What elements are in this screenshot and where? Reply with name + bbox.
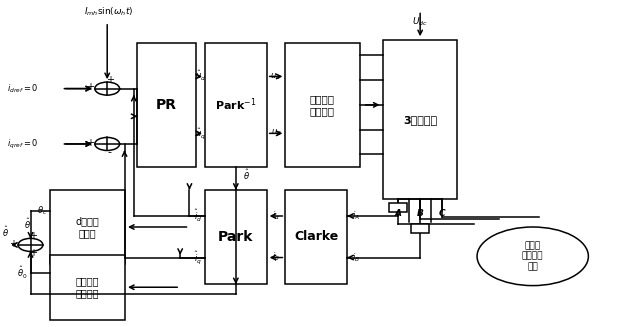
Text: 空间矢量
脉宽调制: 空间矢量 脉宽调制 xyxy=(310,94,335,116)
Text: +: + xyxy=(86,138,94,148)
Text: 表贴式
永磁同步
电机: 表贴式 永磁同步 电机 xyxy=(522,241,544,271)
Text: +: + xyxy=(105,75,113,85)
Text: Clarke: Clarke xyxy=(294,230,339,243)
Text: A: A xyxy=(394,210,401,218)
Bar xyxy=(50,255,125,320)
Bar xyxy=(50,190,125,265)
Text: $\hat{i}_q$: $\hat{i}_q$ xyxy=(194,249,202,266)
Text: +: + xyxy=(9,239,17,249)
Text: $\hat{\theta}_0$: $\hat{\theta}_0$ xyxy=(17,265,27,281)
Text: 初次初始
位置估计: 初次初始 位置估计 xyxy=(76,276,99,298)
Text: PR: PR xyxy=(156,98,177,112)
Text: $\theta_c$: $\theta_c$ xyxy=(37,204,47,217)
Text: d轴正方
向判断: d轴正方 向判断 xyxy=(76,216,99,238)
Circle shape xyxy=(477,227,588,285)
Bar xyxy=(137,43,196,167)
Bar xyxy=(285,190,347,284)
Circle shape xyxy=(95,82,120,95)
Text: +: + xyxy=(29,249,37,258)
Text: $u_{\beta}$: $u_{\beta}$ xyxy=(270,128,281,139)
Text: $i_{\beta}$: $i_{\beta}$ xyxy=(272,251,280,264)
Text: $u_{\alpha}$: $u_{\alpha}$ xyxy=(270,71,281,82)
Text: $\hat{u}_q$: $\hat{u}_q$ xyxy=(195,126,206,141)
Text: +: + xyxy=(86,82,94,92)
Text: $I_{mh}\sin(\omega_h t)$: $I_{mh}\sin(\omega_h t)$ xyxy=(84,6,133,18)
Text: $\hat{\theta}$: $\hat{\theta}$ xyxy=(24,216,31,231)
Bar xyxy=(389,203,407,212)
Bar xyxy=(412,224,429,233)
Bar xyxy=(383,40,458,199)
Text: 3相逆变器: 3相逆变器 xyxy=(403,114,437,125)
Text: $i_{qref}=0$: $i_{qref}=0$ xyxy=(7,137,38,150)
Text: $\hat{\theta}$: $\hat{\theta}$ xyxy=(2,225,9,239)
Bar xyxy=(205,43,267,167)
Text: $\hat{\theta}$: $\hat{\theta}$ xyxy=(243,168,250,182)
Text: $i_{dref}=0$: $i_{dref}=0$ xyxy=(7,82,38,95)
Text: $\hat{u}_d$: $\hat{u}_d$ xyxy=(195,69,206,83)
Circle shape xyxy=(95,137,120,150)
Text: Park: Park xyxy=(218,230,254,244)
Text: -: - xyxy=(108,147,112,157)
Circle shape xyxy=(18,238,43,251)
Bar xyxy=(205,190,267,284)
Text: $i_{\alpha}$: $i_{\alpha}$ xyxy=(272,210,280,222)
Text: B: B xyxy=(417,210,423,218)
Bar xyxy=(285,43,360,167)
Text: Park$^{-1}$: Park$^{-1}$ xyxy=(215,96,257,113)
Text: +: + xyxy=(29,232,37,241)
Text: $U_{dc}$: $U_{dc}$ xyxy=(412,16,428,28)
Text: $\hat{i}_d$: $\hat{i}_d$ xyxy=(193,208,202,224)
Text: $i_B$: $i_B$ xyxy=(352,251,360,264)
Text: $i_A$: $i_A$ xyxy=(352,210,360,222)
Text: C: C xyxy=(439,210,446,218)
